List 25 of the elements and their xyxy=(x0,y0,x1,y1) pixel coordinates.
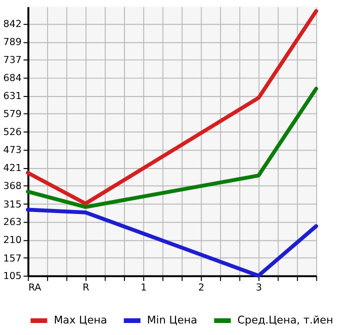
legend-label: Max Цена xyxy=(54,314,108,326)
y-tick-label: 105 xyxy=(3,271,22,282)
y-tick-label: 421 xyxy=(3,163,22,174)
x-tick-label: RA xyxy=(28,282,42,294)
x-tick-label: 1 xyxy=(140,282,147,294)
y-tick-label: 473 xyxy=(3,145,22,156)
y-tick-label: 579 xyxy=(3,108,22,120)
legend-label: Min Цена xyxy=(147,314,198,326)
y-tick-label: 631 xyxy=(3,91,22,102)
x-tick-label: 2 xyxy=(198,282,204,294)
y-tick-label: 737 xyxy=(3,54,22,66)
y-tick-label: 368 xyxy=(3,181,22,192)
y-tick-label: 789 xyxy=(3,37,22,48)
y-tick-label: 157 xyxy=(3,253,22,264)
y-tick-label: 210 xyxy=(3,235,22,246)
x-tick-label: R xyxy=(82,282,90,294)
y-tick-label: 842 xyxy=(3,19,22,30)
legend-label: Сред.Цена, т.йен xyxy=(237,314,334,326)
x-tick-label: 3 xyxy=(256,282,262,294)
y-tick-label: 526 xyxy=(3,127,22,138)
line-series xyxy=(26,9,318,206)
y-tick-label: 315 xyxy=(3,199,22,210)
y-tick-label: 263 xyxy=(3,217,22,228)
y-tick-label: 684 xyxy=(3,73,22,84)
line-series xyxy=(26,86,318,209)
